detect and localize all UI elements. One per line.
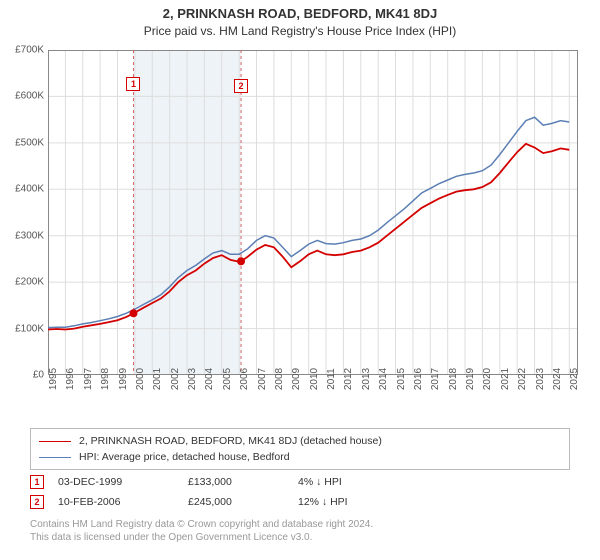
- xtick-label: 1995: [48, 368, 59, 390]
- marker-date-cell: 10-FEB-2006: [58, 496, 188, 508]
- chart-title-1: 2, PRINKNASH ROAD, BEDFORD, MK41 8DJ: [0, 0, 600, 21]
- xtick-label: 2021: [500, 368, 511, 390]
- marker-pct-cell: 12% ↓ HPI: [298, 496, 408, 508]
- xtick-label: 2003: [187, 368, 198, 390]
- plot-marker-box: 2: [234, 79, 248, 93]
- legend-label: HPI: Average price, detached house, Bedf…: [79, 451, 290, 463]
- xtick-label: 2007: [257, 368, 268, 390]
- xtick-label: 1999: [118, 368, 129, 390]
- ytick-label: £400K: [15, 184, 44, 195]
- xtick-label: 2001: [152, 368, 163, 390]
- legend-row: 2, PRINKNASH ROAD, BEDFORD, MK41 8DJ (de…: [39, 433, 561, 449]
- y-axis: £0£100K£200K£300K£400K£500K£600K£700K: [0, 50, 48, 375]
- x-axis: 1995199619971998199920002001200220032004…: [48, 375, 578, 420]
- marker-number-box: 1: [30, 475, 44, 489]
- legend-swatch: [39, 457, 71, 458]
- plot-area: 12: [48, 50, 578, 375]
- ytick-label: £200K: [15, 277, 44, 288]
- xtick-label: 2012: [343, 368, 354, 390]
- plot-svg: [48, 50, 578, 375]
- xtick-label: 2009: [291, 368, 302, 390]
- xtick-label: 2006: [239, 368, 250, 390]
- xtick-label: 2008: [274, 368, 285, 390]
- xtick-label: 2014: [378, 368, 389, 390]
- footer-line-1: Contains HM Land Registry data © Crown c…: [30, 518, 570, 531]
- marker-row: 1 03-DEC-1999£133,0004% ↓ HPI: [30, 472, 570, 492]
- legend-row: HPI: Average price, detached house, Bedf…: [39, 449, 561, 465]
- ytick-label: £700K: [15, 45, 44, 56]
- ytick-label: £600K: [15, 91, 44, 102]
- xtick-label: 2015: [396, 368, 407, 390]
- xtick-label: 2005: [222, 368, 233, 390]
- footer-line-2: This data is licensed under the Open Gov…: [30, 531, 570, 544]
- ytick-label: £500K: [15, 137, 44, 148]
- xtick-label: 2000: [135, 368, 146, 390]
- legend: 2, PRINKNASH ROAD, BEDFORD, MK41 8DJ (de…: [30, 428, 570, 470]
- ytick-label: £100K: [15, 323, 44, 334]
- xtick-label: 2020: [482, 368, 493, 390]
- ytick-label: £300K: [15, 230, 44, 241]
- xtick-label: 2017: [430, 368, 441, 390]
- xtick-label: 2002: [170, 368, 181, 390]
- xtick-label: 2025: [569, 368, 580, 390]
- xtick-label: 2016: [413, 368, 424, 390]
- marker-pct-cell: 4% ↓ HPI: [298, 476, 408, 488]
- plot-marker-box: 1: [126, 77, 140, 91]
- chart-container: 2, PRINKNASH ROAD, BEDFORD, MK41 8DJ Pri…: [0, 0, 600, 560]
- xtick-label: 2013: [361, 368, 372, 390]
- markers-table: 1 03-DEC-1999£133,0004% ↓ HPI 2 10-FEB-2006…: [30, 472, 570, 512]
- xtick-label: 2004: [204, 368, 215, 390]
- marker-price-cell: £245,000: [188, 496, 298, 508]
- ytick-label: £0: [33, 370, 44, 381]
- marker-price-cell: £133,000: [188, 476, 298, 488]
- marker-date-cell: 03-DEC-1999: [58, 476, 188, 488]
- xtick-label: 2018: [448, 368, 459, 390]
- chart-title-2: Price paid vs. HM Land Registry's House …: [0, 21, 600, 44]
- xtick-label: 2019: [465, 368, 476, 390]
- footer-attribution: Contains HM Land Registry data © Crown c…: [30, 518, 570, 544]
- legend-swatch: [39, 441, 71, 442]
- xtick-label: 1996: [65, 368, 76, 390]
- xtick-label: 1997: [83, 368, 94, 390]
- xtick-label: 2010: [309, 368, 320, 390]
- xtick-label: 2023: [535, 368, 546, 390]
- legend-label: 2, PRINKNASH ROAD, BEDFORD, MK41 8DJ (de…: [79, 435, 382, 447]
- marker-row: 2 10-FEB-2006£245,00012% ↓ HPI: [30, 492, 570, 512]
- xtick-label: 2022: [517, 368, 528, 390]
- xtick-label: 2011: [326, 368, 337, 390]
- xtick-label: 1998: [100, 368, 111, 390]
- marker-number-box: 2: [30, 495, 44, 509]
- xtick-label: 2024: [552, 368, 563, 390]
